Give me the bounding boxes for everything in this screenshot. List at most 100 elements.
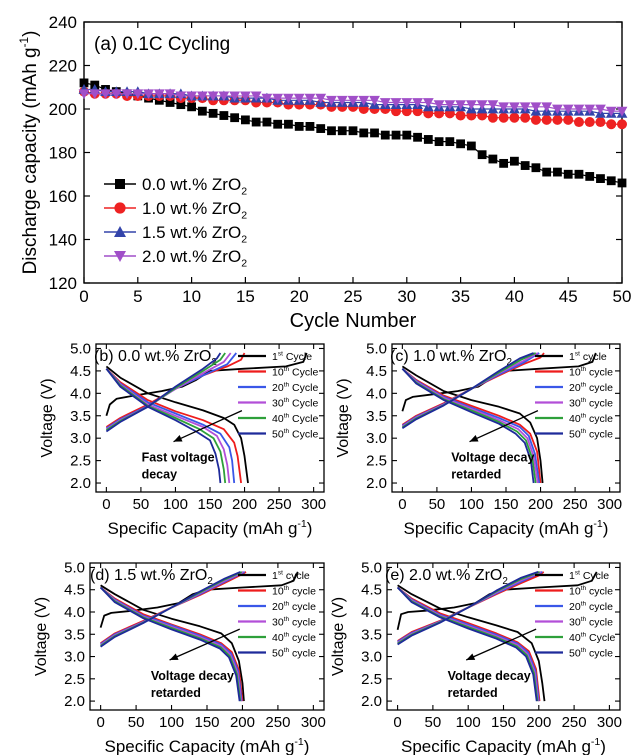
data-point-circle [530, 114, 541, 125]
data-point-square [391, 130, 401, 140]
x-tick-label: 250 [265, 714, 290, 731]
y-axis-label-part: ) [20, 31, 41, 37]
data-point-square [219, 111, 229, 120]
data-point-triangle-down [261, 93, 273, 104]
legend-label-part: 10 [272, 367, 284, 379]
data-point-circle [487, 112, 498, 123]
legend-label-part: 2.0 wt.% ZrO [142, 247, 241, 266]
x-tick-label: 50 [133, 496, 150, 513]
y-tick-label: 3.5 [361, 626, 382, 643]
legend-label-part: cycle [289, 601, 316, 613]
legend-label-part: th [284, 647, 290, 654]
data-point-square [316, 124, 326, 133]
legend-label-part: cycle [586, 367, 613, 379]
data-point-triangle-down [315, 93, 327, 104]
legend-label: 20th cycle [272, 601, 316, 613]
legend-label: 20th Cycle [272, 382, 318, 394]
curves [99, 571, 299, 702]
data-point-circle [114, 202, 126, 214]
legend-label-part: 2 [241, 185, 247, 197]
legend-label-part: Cycle [580, 570, 609, 582]
decay-arrow-head [466, 653, 476, 661]
x-tick-label: 45 [559, 287, 578, 306]
panel-b: 0 50 100 150 200 250 3002.02.53.03.54.04.55.0V… [39, 340, 326, 538]
legend-label: 10th cycle [569, 585, 613, 597]
x-tick-label: 50 [128, 714, 145, 731]
data-point-triangle-down [465, 100, 477, 111]
legend-label-part: th [581, 632, 587, 639]
data-point-triangle-down [369, 95, 380, 106]
data-point-square [284, 119, 293, 129]
legend-label-part: th [284, 632, 290, 639]
x-tick-label: 5 [133, 287, 142, 306]
legend-label-part: 30 [272, 398, 284, 410]
data-point-square [230, 113, 240, 123]
panel-title: (d) 1.5 wt.% ZrO2 [90, 567, 213, 587]
legend-label-part: 1.0 wt.% ZrO [142, 199, 241, 218]
legend-label-part: Cycle [289, 413, 318, 425]
annotation-text: retarded [448, 686, 498, 700]
x-tick-label: 100 [459, 496, 484, 513]
data-point-square [380, 130, 390, 140]
x-tick-label: 35 [451, 287, 470, 306]
y-tick-label: 220 [49, 57, 77, 76]
y-tick-label: 5.0 [64, 559, 85, 576]
decay-arrow-head [469, 435, 479, 442]
annotation-text: retarded [151, 686, 201, 700]
data-point-triangle-down [100, 89, 111, 100]
y-axis-label: Voltage (V) [39, 378, 56, 457]
annotation-text: decay [142, 468, 177, 482]
y-axis-label: Voltage (V) [330, 597, 347, 676]
data-point-triangle-down [390, 98, 402, 108]
x-tick-label: 250 [563, 496, 588, 513]
data-point-square [197, 106, 207, 116]
discharge-curve [397, 584, 546, 702]
legend-label-part: cycle [586, 413, 613, 425]
data-point-triangle-down [487, 100, 499, 111]
legend-label-part: cycle [289, 586, 316, 598]
y-tick-label: 3.0 [64, 649, 85, 666]
data-point-square [241, 115, 250, 125]
legend-label-part: st [278, 351, 283, 358]
data-point-square [176, 100, 186, 110]
x-tick-label: 25 [344, 287, 363, 306]
x-tick-label: 150 [197, 496, 222, 513]
decay-arrow-shaft [465, 628, 537, 661]
data-point-triangle-down [326, 95, 337, 106]
charge-curve [105, 352, 308, 417]
legend-label: 10th cycle [569, 366, 613, 378]
data-point-triangle-down [552, 104, 563, 115]
legend-label: 1.5 wt.% ZrO2 [142, 223, 247, 245]
x-tick-label: 250 [267, 496, 292, 513]
legend-label-part: 40 [569, 632, 581, 644]
data-point-square [208, 108, 218, 118]
panel-e: 0 50 100 150 200 250 3002.02.53.03.54.04.55.0V… [330, 559, 622, 755]
data-point-triangle-down [196, 91, 208, 102]
decay-arrow-head [169, 653, 179, 661]
legend-label-part: 40 [272, 632, 284, 644]
discharge-curve [401, 368, 535, 484]
discharge-curve [105, 368, 236, 484]
discharge-curve [401, 365, 544, 484]
y-tick-label: 5.0 [361, 559, 382, 576]
legend-label-part: 30 [272, 617, 284, 629]
legend-label: 50th cycle [569, 428, 613, 440]
data-point-square [370, 128, 379, 138]
x-tick-label: 0 [79, 287, 88, 306]
discharge-curve [99, 586, 241, 702]
data-point-circle [552, 114, 563, 125]
decay-arrow-shaft [469, 410, 539, 443]
x-tick-label: 10 [182, 287, 201, 306]
data-point-square [542, 167, 552, 177]
legend-label-part: cycle [289, 648, 316, 660]
panel-title-part: 2 [207, 576, 213, 587]
legend-label: 20th cycle [569, 601, 613, 613]
panel-title: (a) 0.1C Cycling [94, 34, 230, 55]
legend-label-part: 10 [569, 586, 581, 598]
y-tick-label: 2.5 [361, 671, 382, 688]
legend-label: 30th cycle [569, 616, 613, 628]
legend-label-part: 2 [241, 209, 247, 221]
x-tick-label: 0 [398, 496, 406, 513]
data-point-square [262, 117, 272, 127]
panel-title: (e) 2.0 wt.% ZrO2 [385, 567, 508, 587]
